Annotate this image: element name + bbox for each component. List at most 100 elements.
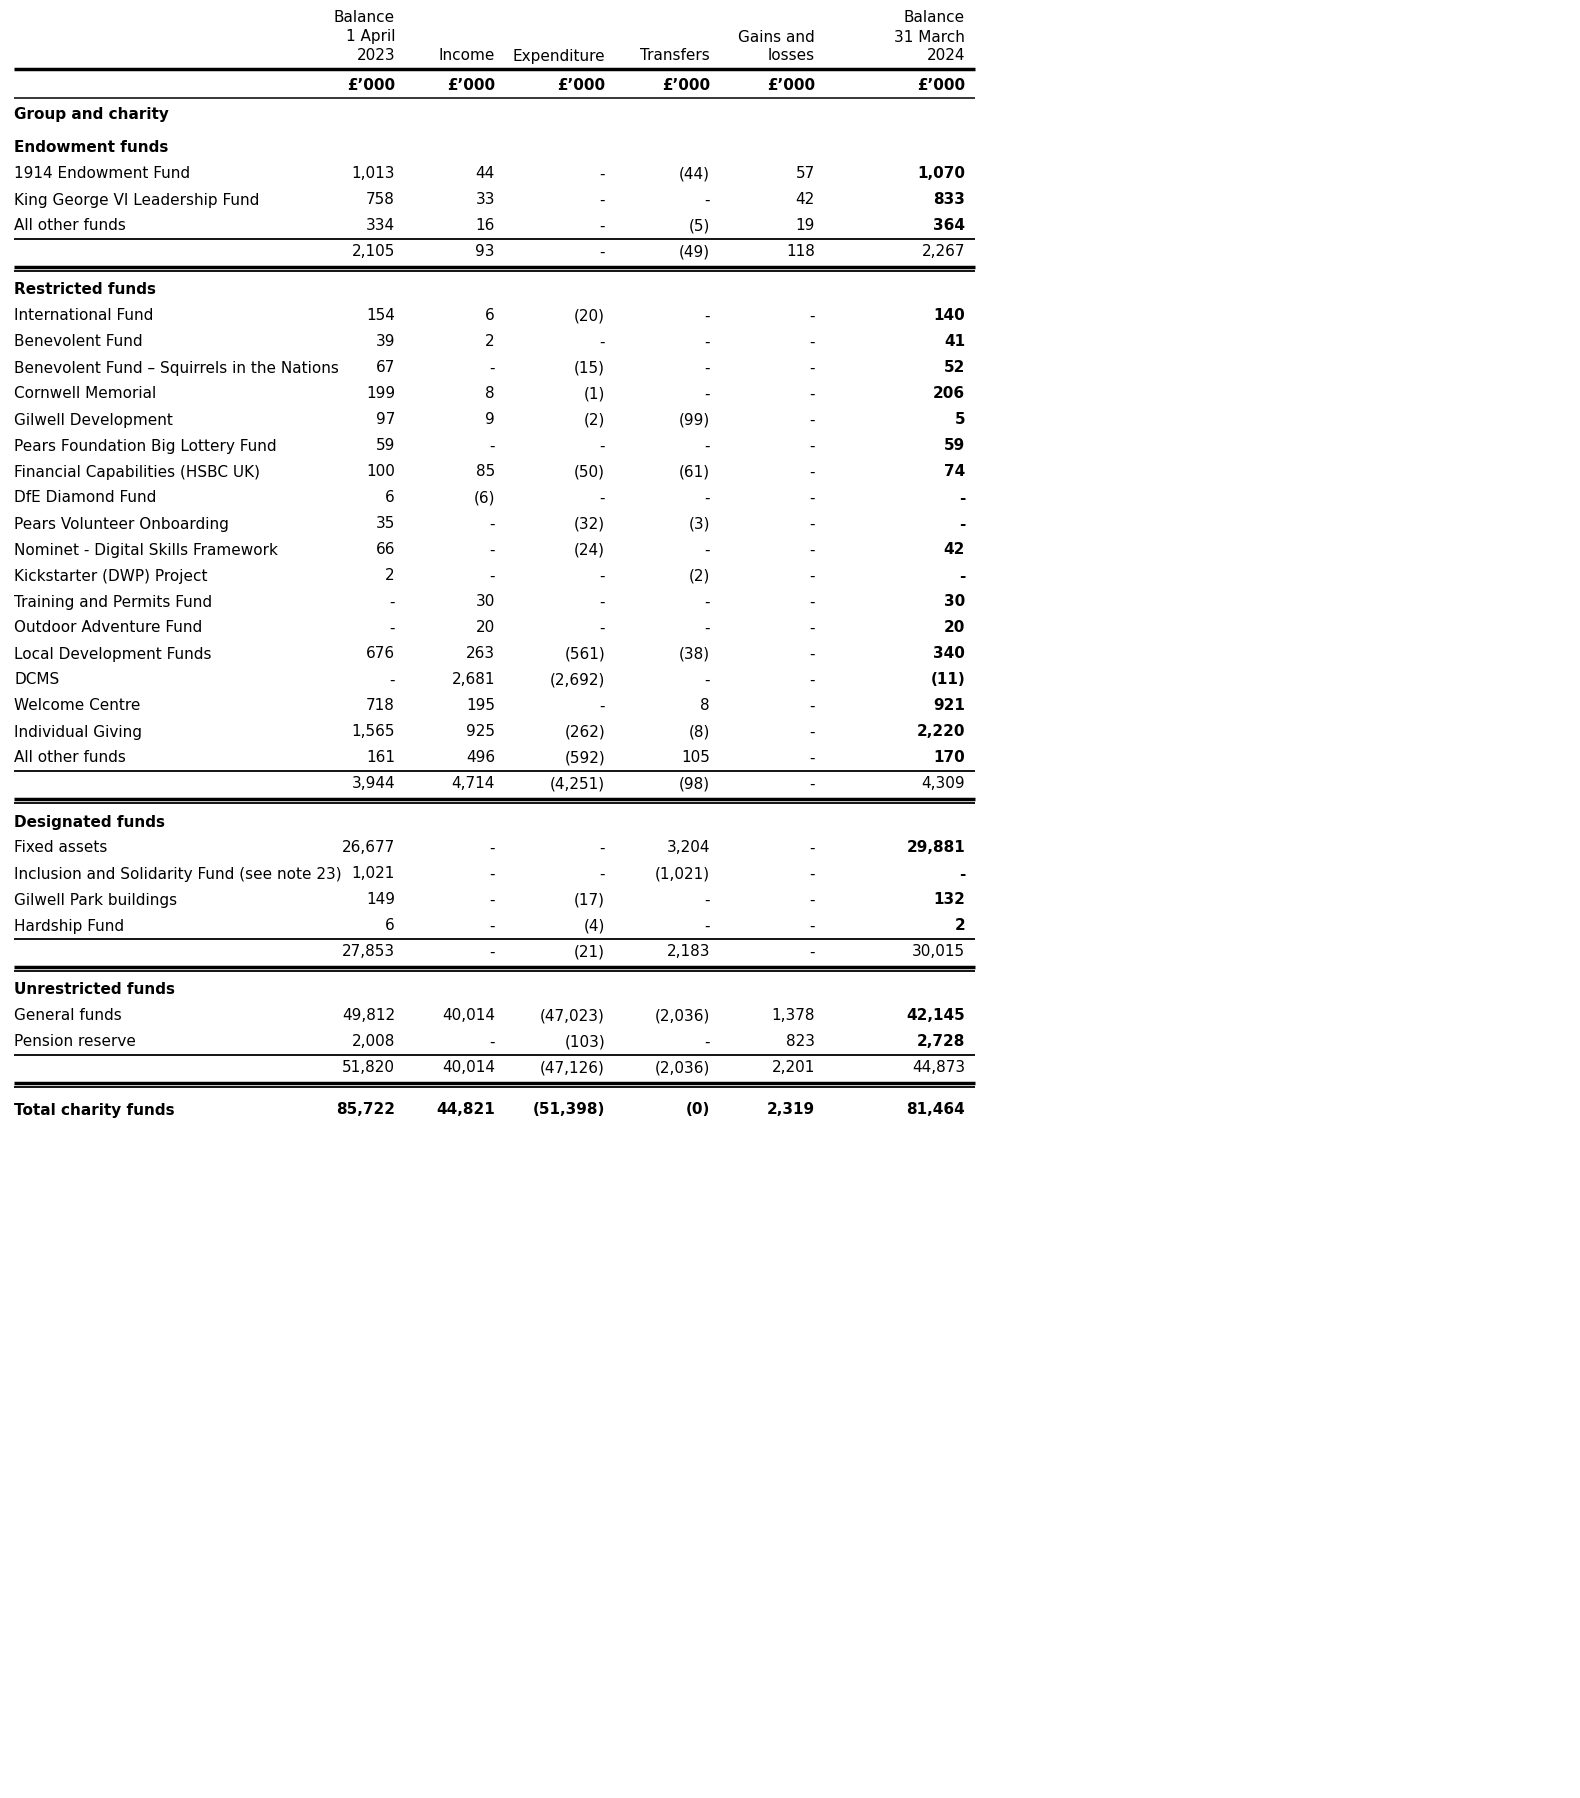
Text: (17): (17) — [574, 892, 605, 908]
Text: £’000: £’000 — [916, 79, 965, 93]
Text: 1,070: 1,070 — [916, 167, 965, 182]
Text: 2,008: 2,008 — [352, 1034, 395, 1050]
Text: £’000: £’000 — [447, 79, 495, 93]
Text: -: - — [599, 568, 605, 584]
Text: 2,267: 2,267 — [921, 245, 965, 259]
Text: -: - — [705, 361, 709, 376]
Text: 33: 33 — [476, 192, 495, 207]
Text: Training and Permits Fund: Training and Permits Fund — [14, 595, 212, 610]
Text: (103): (103) — [564, 1034, 605, 1050]
Text: -: - — [599, 620, 605, 635]
Text: (2,036): (2,036) — [654, 1061, 709, 1075]
Text: 6: 6 — [386, 919, 395, 933]
Text: (47,023): (47,023) — [540, 1009, 605, 1023]
Text: DCMS: DCMS — [14, 672, 60, 687]
Text: -: - — [705, 595, 709, 610]
Text: (15): (15) — [574, 361, 605, 376]
Text: Cornwell Memorial: Cornwell Memorial — [14, 387, 156, 401]
Text: -: - — [390, 672, 395, 687]
Text: Gilwell Development: Gilwell Development — [14, 412, 172, 428]
Text: (2,692): (2,692) — [550, 672, 605, 687]
Text: -: - — [599, 491, 605, 505]
Text: -: - — [959, 867, 965, 881]
Text: -: - — [809, 892, 815, 908]
Text: -: - — [809, 387, 815, 401]
Text: 39: 39 — [376, 334, 395, 349]
Text: (3): (3) — [689, 516, 709, 532]
Text: 132: 132 — [934, 892, 965, 908]
Text: -: - — [599, 439, 605, 453]
Text: -: - — [705, 1034, 709, 1050]
Text: 2024: 2024 — [926, 49, 965, 63]
Text: 149: 149 — [367, 892, 395, 908]
Text: 170: 170 — [934, 750, 965, 766]
Text: 30,015: 30,015 — [912, 944, 965, 960]
Text: 2,728: 2,728 — [916, 1034, 965, 1050]
Text: (32): (32) — [574, 516, 605, 532]
Text: 66: 66 — [376, 543, 395, 557]
Text: -: - — [809, 867, 815, 881]
Text: -: - — [490, 1034, 495, 1050]
Text: (98): (98) — [679, 777, 709, 791]
Text: -: - — [490, 867, 495, 881]
Text: (4,251): (4,251) — [550, 777, 605, 791]
Text: 199: 199 — [367, 387, 395, 401]
Text: 833: 833 — [934, 192, 965, 207]
Text: 206: 206 — [932, 387, 965, 401]
Text: 44: 44 — [476, 167, 495, 182]
Text: Individual Giving: Individual Giving — [14, 725, 142, 739]
Text: (50): (50) — [574, 464, 605, 480]
Text: 42: 42 — [943, 543, 965, 557]
Text: (262): (262) — [564, 725, 605, 739]
Text: 364: 364 — [934, 219, 965, 234]
Text: -: - — [809, 777, 815, 791]
Text: Welcome Centre: Welcome Centre — [14, 698, 141, 714]
Text: 67: 67 — [376, 361, 395, 376]
Text: Total charity funds: Total charity funds — [14, 1102, 175, 1118]
Text: -: - — [490, 840, 495, 856]
Text: 1914 Endowment Fund: 1914 Endowment Fund — [14, 167, 190, 182]
Text: -: - — [599, 167, 605, 182]
Text: (2): (2) — [583, 412, 605, 428]
Text: 16: 16 — [476, 219, 495, 234]
Text: -: - — [390, 595, 395, 610]
Text: -: - — [809, 491, 815, 505]
Text: Inclusion and Solidarity Fund (see note 23): Inclusion and Solidarity Fund (see note … — [14, 867, 341, 881]
Text: Unrestricted funds: Unrestricted funds — [14, 982, 175, 998]
Text: 57: 57 — [796, 167, 815, 182]
Text: 6: 6 — [485, 309, 495, 324]
Text: -: - — [809, 439, 815, 453]
Text: -: - — [705, 334, 709, 349]
Text: 4,714: 4,714 — [452, 777, 495, 791]
Text: (47,126): (47,126) — [540, 1061, 605, 1075]
Text: -: - — [599, 867, 605, 881]
Text: 100: 100 — [367, 464, 395, 480]
Text: -: - — [599, 698, 605, 714]
Text: 41: 41 — [943, 334, 965, 349]
Text: 40,014: 40,014 — [442, 1061, 495, 1075]
Text: 81,464: 81,464 — [907, 1102, 965, 1118]
Text: 2,201: 2,201 — [771, 1061, 815, 1075]
Text: Pears Volunteer Onboarding: Pears Volunteer Onboarding — [14, 516, 229, 532]
Text: -: - — [599, 840, 605, 856]
Text: Nominet - Digital Skills Framework: Nominet - Digital Skills Framework — [14, 543, 278, 557]
Text: -: - — [599, 245, 605, 259]
Text: Pension reserve: Pension reserve — [14, 1034, 136, 1050]
Text: -: - — [705, 620, 709, 635]
Text: Outdoor Adventure Fund: Outdoor Adventure Fund — [14, 620, 202, 635]
Text: 42: 42 — [796, 192, 815, 207]
Text: 1,021: 1,021 — [352, 867, 395, 881]
Text: Expenditure: Expenditure — [512, 49, 605, 63]
Text: 59: 59 — [376, 439, 395, 453]
Text: -: - — [809, 516, 815, 532]
Text: Benevolent Fund – Squirrels in the Nations: Benevolent Fund – Squirrels in the Natio… — [14, 361, 338, 376]
Text: -: - — [390, 620, 395, 635]
Text: 823: 823 — [785, 1034, 815, 1050]
Text: 9: 9 — [485, 412, 495, 428]
Text: International Fund: International Fund — [14, 309, 153, 324]
Text: -: - — [809, 309, 815, 324]
Text: -: - — [809, 698, 815, 714]
Text: 925: 925 — [466, 725, 495, 739]
Text: -: - — [809, 543, 815, 557]
Text: 118: 118 — [787, 245, 815, 259]
